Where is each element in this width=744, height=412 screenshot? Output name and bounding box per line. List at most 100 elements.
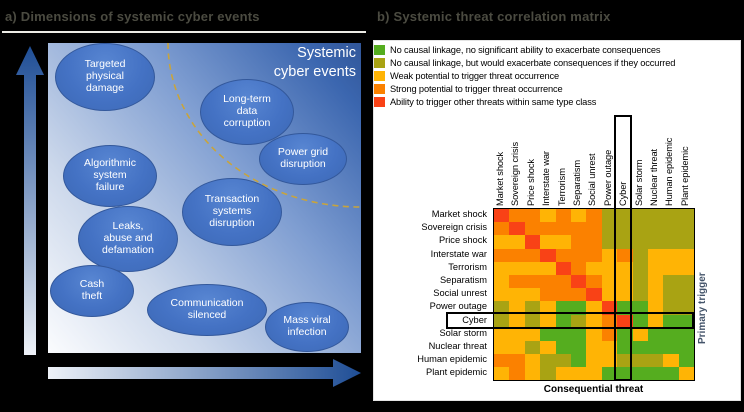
matrix-cell (509, 354, 525, 368)
matrix-row-label: Price shock (438, 235, 487, 246)
legend-item: Weak potential to trigger threat occurre… (374, 70, 559, 81)
matrix-cell (678, 367, 695, 381)
matrix-cell (647, 354, 664, 368)
matrix-row-label: Sovereign crisis (421, 222, 487, 233)
matrix-cell (494, 209, 510, 223)
matrix-cell (540, 288, 556, 302)
matrix-cell (524, 274, 541, 289)
matrix-cell (617, 327, 633, 341)
matrix-cell (617, 301, 633, 315)
matrix-cell (524, 327, 541, 341)
panel-a-title: a) Dimensions of systemic cyber events (5, 9, 260, 24)
event-bubble: Long-term data corruption (200, 79, 294, 145)
matrix-cell (586, 367, 602, 381)
matrix-cell (555, 209, 571, 223)
matrix-column-label: Market shock (495, 151, 505, 206)
matrix-column-label: Nuclear threat (649, 149, 659, 206)
x-axis-title: Consequential threat (543, 384, 644, 395)
matrix-cell (509, 301, 525, 315)
matrix-cell (555, 222, 571, 236)
matrix-cell (494, 340, 510, 355)
matrix-cell (678, 314, 695, 328)
matrix-cell (570, 314, 587, 328)
event-bubble-label: infection (287, 326, 327, 338)
matrix-cell (586, 288, 602, 302)
matrix-cell (601, 274, 618, 289)
matrix-column-label: Plant epidemic (679, 146, 690, 206)
event-bubble-label: defamation (102, 243, 154, 256)
matrix-cell (632, 209, 648, 223)
event-bubble-label: damage (86, 81, 124, 94)
matrix-cell (494, 301, 510, 315)
legend-item: Ability to trigger other threats within … (374, 96, 596, 107)
matrix-cell (509, 367, 525, 381)
matrix-cell (647, 327, 664, 341)
matrix-cell (647, 209, 664, 223)
matrix-cell (586, 340, 602, 355)
matrix-cell (540, 261, 556, 275)
matrix-cell (663, 314, 679, 328)
matrix-row-label: Plant epidemic (426, 367, 487, 378)
y-axis-title: Primary trigger (697, 272, 708, 344)
matrix-cell (663, 301, 679, 315)
matrix-cell (663, 354, 679, 368)
matrix-cell (524, 340, 541, 355)
event-bubble-label: Transaction (204, 193, 260, 206)
matrix-column-label: Separatism (572, 159, 582, 206)
matrix-cell (570, 235, 587, 249)
panel-b-title: b) Systemic threat correlation matrix (377, 9, 611, 24)
event-bubble-label: Cash (79, 278, 105, 291)
matrix-cell (524, 248, 541, 262)
matrix-cell (524, 314, 541, 328)
matrix-cell (678, 301, 695, 315)
matrix-cell (555, 314, 571, 328)
matrix-cell (555, 274, 571, 289)
matrix-cell (663, 235, 679, 249)
matrix-cell (524, 367, 541, 381)
matrix-cell (494, 314, 510, 328)
matrix-cell (647, 248, 664, 262)
matrix-column-label: Solar storm (633, 159, 644, 206)
matrix-cell (570, 301, 587, 315)
matrix-cell (524, 301, 541, 315)
matrix-cell (509, 288, 525, 302)
matrix-cell (540, 248, 556, 262)
matrix-cell (617, 314, 633, 328)
matrix-cell (617, 235, 633, 249)
event-bubble: Mass viral infection (265, 302, 349, 352)
matrix-cell (509, 248, 525, 262)
matrix-cell (632, 340, 648, 355)
matrix-row-label: Cyber (462, 314, 487, 325)
matrix-cell (524, 354, 541, 368)
legend-swatch (374, 96, 385, 107)
matrix-cell (678, 288, 695, 302)
matrix-cell (617, 248, 633, 262)
matrix-cell (555, 301, 571, 315)
matrix-cell (509, 314, 525, 328)
matrix-cell (494, 235, 510, 249)
matrix-cell (570, 367, 587, 381)
matrix-cell (494, 261, 510, 275)
matrix-cell (601, 354, 618, 368)
matrix-column-label: Sovereign crisis (510, 141, 521, 206)
matrix-column-label: Social unrest (587, 153, 598, 206)
event-bubble-label: Algorithmic (84, 157, 136, 170)
matrix-cell (570, 209, 587, 223)
matrix-cell (509, 327, 525, 341)
matrix-cell (617, 340, 633, 355)
matrix-cell (617, 274, 633, 289)
matrix-cell (570, 222, 587, 236)
matrix-cell (601, 235, 618, 249)
matrix-cell (601, 222, 618, 236)
matrix-cell (663, 209, 679, 223)
matrix-cell (678, 340, 695, 355)
matrix-cell (678, 209, 695, 223)
systemic-region-label: Systemic cyber events (238, 44, 356, 81)
matrix-cell (570, 327, 587, 341)
matrix-cell (678, 327, 695, 341)
matrix-cell (540, 327, 556, 341)
matrix-cell (601, 301, 618, 315)
matrix-cell (663, 222, 679, 236)
matrix-cell (647, 222, 664, 236)
legend-label: Weak potential to trigger threat occurre… (390, 70, 560, 81)
